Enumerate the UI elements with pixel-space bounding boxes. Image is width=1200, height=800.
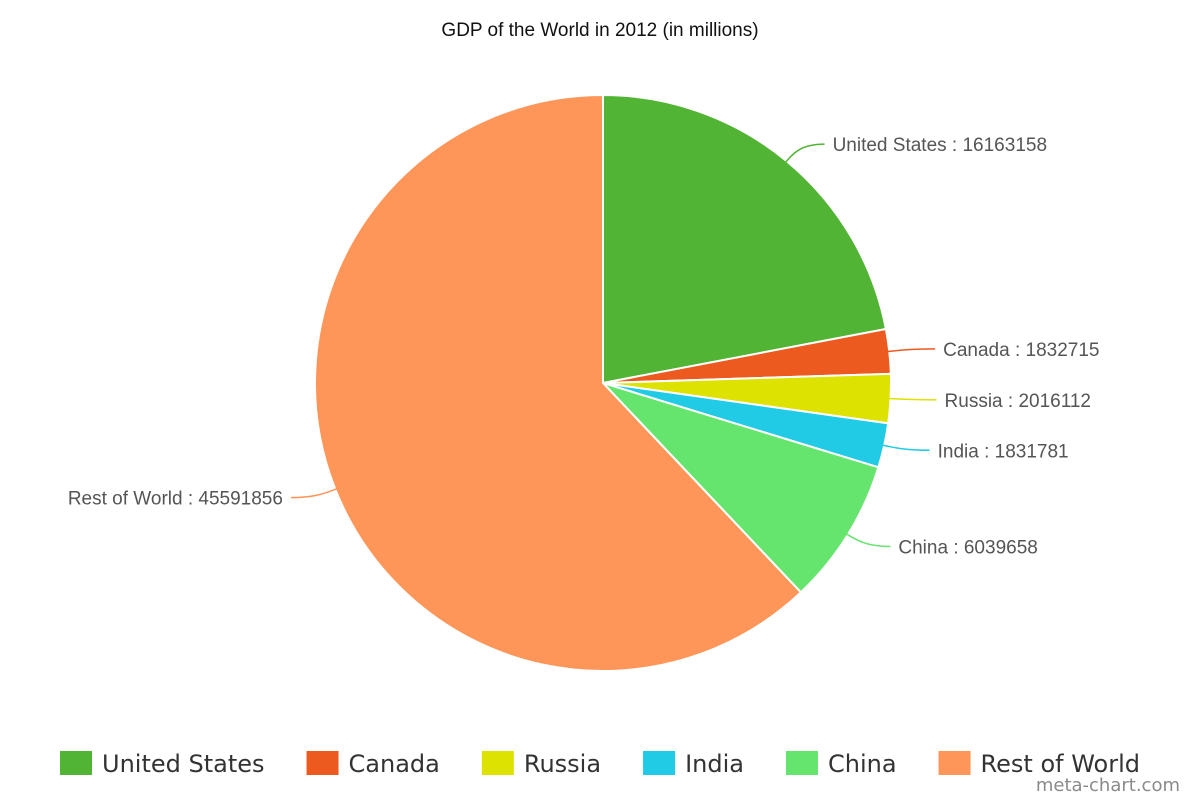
legend-swatch-canada[interactable] bbox=[306, 751, 339, 775]
legend-label-china[interactable]: China bbox=[828, 750, 897, 778]
legend-swatch-united-states[interactable] bbox=[60, 751, 93, 775]
chart-title: GDP of the World in 2012 (in millions) bbox=[441, 20, 758, 41]
legend-label-india[interactable]: India bbox=[685, 750, 744, 778]
pie-slices bbox=[314, 94, 892, 672]
leader-line-russia bbox=[884, 397, 937, 401]
legend-swatch-russia[interactable] bbox=[481, 751, 514, 775]
legend-label-united-states[interactable]: United States bbox=[102, 750, 265, 778]
legend-swatch-india[interactable] bbox=[643, 751, 676, 775]
legend-label-russia[interactable]: Russia bbox=[524, 750, 601, 778]
data-labels: United States : 16163158 Canada : 1832715… bbox=[68, 135, 1100, 558]
watermark: meta-chart.com bbox=[1036, 775, 1180, 796]
data-label-china: China : 6039658 bbox=[898, 537, 1037, 558]
leader-line-united-states bbox=[782, 143, 825, 167]
data-label-russia: Russia : 2016112 bbox=[945, 391, 1091, 412]
leader-line-canada bbox=[883, 348, 936, 353]
leader-line-rest-of-world bbox=[290, 486, 342, 499]
legend-label-canada[interactable]: Canada bbox=[349, 750, 440, 778]
label-leader-lines bbox=[290, 143, 937, 548]
legend-swatch-china[interactable] bbox=[785, 751, 818, 775]
data-label-india: India : 1831781 bbox=[938, 441, 1069, 462]
data-label-canada: Canada : 1832715 bbox=[943, 340, 1099, 361]
legend-swatch-rest-of-world[interactable] bbox=[938, 751, 971, 775]
data-label-united-states: United States : 16163158 bbox=[833, 135, 1047, 156]
leader-line-china bbox=[842, 531, 891, 548]
legend-label-rest-of-world[interactable]: Rest of World bbox=[981, 750, 1140, 778]
data-label-rest-of-world: Rest of World : 45591856 bbox=[68, 489, 283, 510]
legend: United States Canada Russia India China Rest … bbox=[60, 750, 1140, 778]
leader-line-india bbox=[878, 443, 930, 452]
